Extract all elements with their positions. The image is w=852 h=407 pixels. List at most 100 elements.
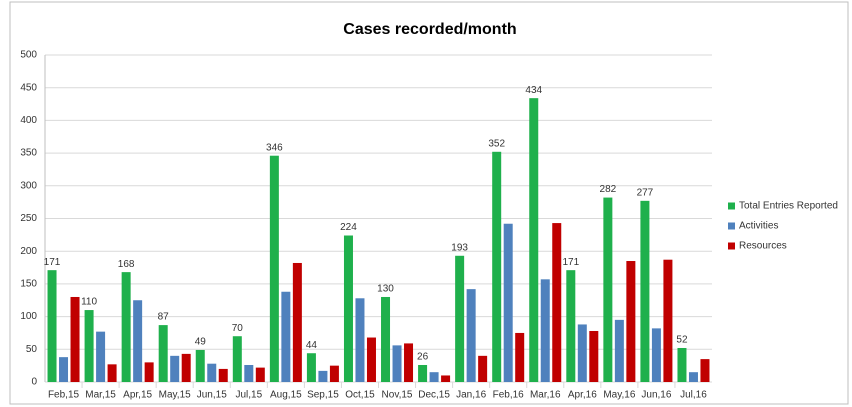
y-tick-label: 0 <box>31 377 37 388</box>
data-label: 130 <box>377 284 394 295</box>
data-label: 171 <box>562 257 579 268</box>
legend-label: Total Entries Reported <box>739 201 838 212</box>
data-label: 277 <box>637 187 654 198</box>
x-tick-label: Mar,16 <box>530 390 561 401</box>
bar <box>281 291 291 382</box>
bar <box>626 261 636 382</box>
bar <box>218 368 228 382</box>
y-tick-label: 500 <box>20 50 37 61</box>
legend-swatch <box>728 222 735 230</box>
bar <box>566 270 576 382</box>
legend-label: Activities <box>739 221 778 232</box>
data-label: 44 <box>306 340 318 351</box>
bar <box>133 300 143 382</box>
bar <box>329 365 339 382</box>
x-tick-label: Dec,15 <box>418 390 450 401</box>
x-tick-label: Feb,15 <box>48 390 80 401</box>
bar <box>195 349 205 382</box>
chart-frame <box>9 1 849 405</box>
x-tick-label: Apr,15 <box>123 390 152 401</box>
bar <box>181 353 191 382</box>
bar <box>255 367 265 382</box>
bar <box>84 310 94 382</box>
bar <box>207 363 217 382</box>
bar <box>70 296 80 382</box>
x-tick-label: May,15 <box>159 390 191 401</box>
bar <box>121 272 131 382</box>
y-tick-label: 150 <box>20 279 37 290</box>
x-tick-label: Oct,15 <box>345 390 375 401</box>
chart-title: Cases recorded/month <box>343 21 516 38</box>
data-label: 70 <box>232 323 244 334</box>
bar <box>651 328 661 382</box>
bar <box>515 332 525 382</box>
bar <box>392 345 402 382</box>
data-label: 110 <box>81 297 97 308</box>
bar <box>529 98 539 382</box>
data-label: 224 <box>340 222 357 233</box>
x-tick-label: May,16 <box>603 390 635 401</box>
bar <box>244 364 254 382</box>
bar <box>466 289 476 382</box>
y-tick-label: 300 <box>20 180 37 191</box>
bar <box>492 151 502 382</box>
bar <box>107 364 117 382</box>
x-tick-label: Mar,15 <box>85 390 116 401</box>
x-tick-label: Nov,15 <box>382 390 413 401</box>
bar <box>540 279 550 382</box>
y-tick-label: 50 <box>26 344 38 355</box>
bar <box>577 324 587 382</box>
x-tick-label: Jun,16 <box>641 390 671 401</box>
bar <box>343 235 353 382</box>
bar <box>688 372 698 382</box>
bar <box>158 325 168 382</box>
y-tick-label: 100 <box>20 311 37 322</box>
legend-label: Resources <box>739 241 787 252</box>
x-tick-label: Feb,16 <box>493 390 525 401</box>
y-tick-label: 200 <box>20 246 37 257</box>
bar <box>318 370 328 382</box>
x-tick-label: Apr,16 <box>568 390 597 401</box>
data-label: 87 <box>158 312 170 323</box>
bar <box>441 375 451 382</box>
data-label: 52 <box>676 335 688 346</box>
x-tick-label: Sep,15 <box>307 390 339 401</box>
bar <box>269 155 279 382</box>
bar <box>47 270 57 382</box>
y-tick-label: 400 <box>20 115 37 126</box>
bar <box>306 353 316 382</box>
bar <box>429 372 439 382</box>
bar <box>700 359 710 382</box>
bar <box>404 343 414 382</box>
bar <box>677 347 687 382</box>
bar <box>614 319 624 382</box>
bar <box>355 298 365 382</box>
bar <box>232 336 242 382</box>
x-tick-label: Jul,15 <box>235 390 262 401</box>
bar <box>144 362 154 382</box>
data-label: 352 <box>488 138 505 149</box>
x-tick-label: Aug,15 <box>270 390 302 401</box>
data-label: 193 <box>451 242 468 253</box>
bar <box>663 259 673 382</box>
data-label: 26 <box>417 352 429 363</box>
legend-swatch <box>728 202 735 210</box>
bar <box>366 337 376 382</box>
legend-swatch <box>728 242 735 250</box>
y-tick-label: 450 <box>20 82 37 93</box>
bar <box>640 200 650 382</box>
bar <box>292 262 302 382</box>
bar <box>478 355 488 382</box>
y-tick-label: 250 <box>20 213 37 224</box>
x-tick-label: Jun,15 <box>197 390 227 401</box>
bar <box>170 355 180 382</box>
data-label: 168 <box>118 259 135 270</box>
y-tick-label: 350 <box>20 148 37 159</box>
data-label: 434 <box>525 85 542 96</box>
bar <box>552 223 562 382</box>
x-tick-label: Jul,16 <box>680 390 707 401</box>
data-label: 49 <box>195 337 207 348</box>
data-label: 346 <box>266 142 283 153</box>
bar <box>381 296 391 382</box>
bar <box>418 364 428 382</box>
